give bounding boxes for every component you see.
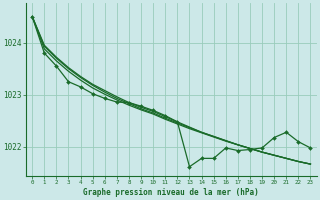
X-axis label: Graphe pression niveau de la mer (hPa): Graphe pression niveau de la mer (hPa) (84, 188, 259, 197)
